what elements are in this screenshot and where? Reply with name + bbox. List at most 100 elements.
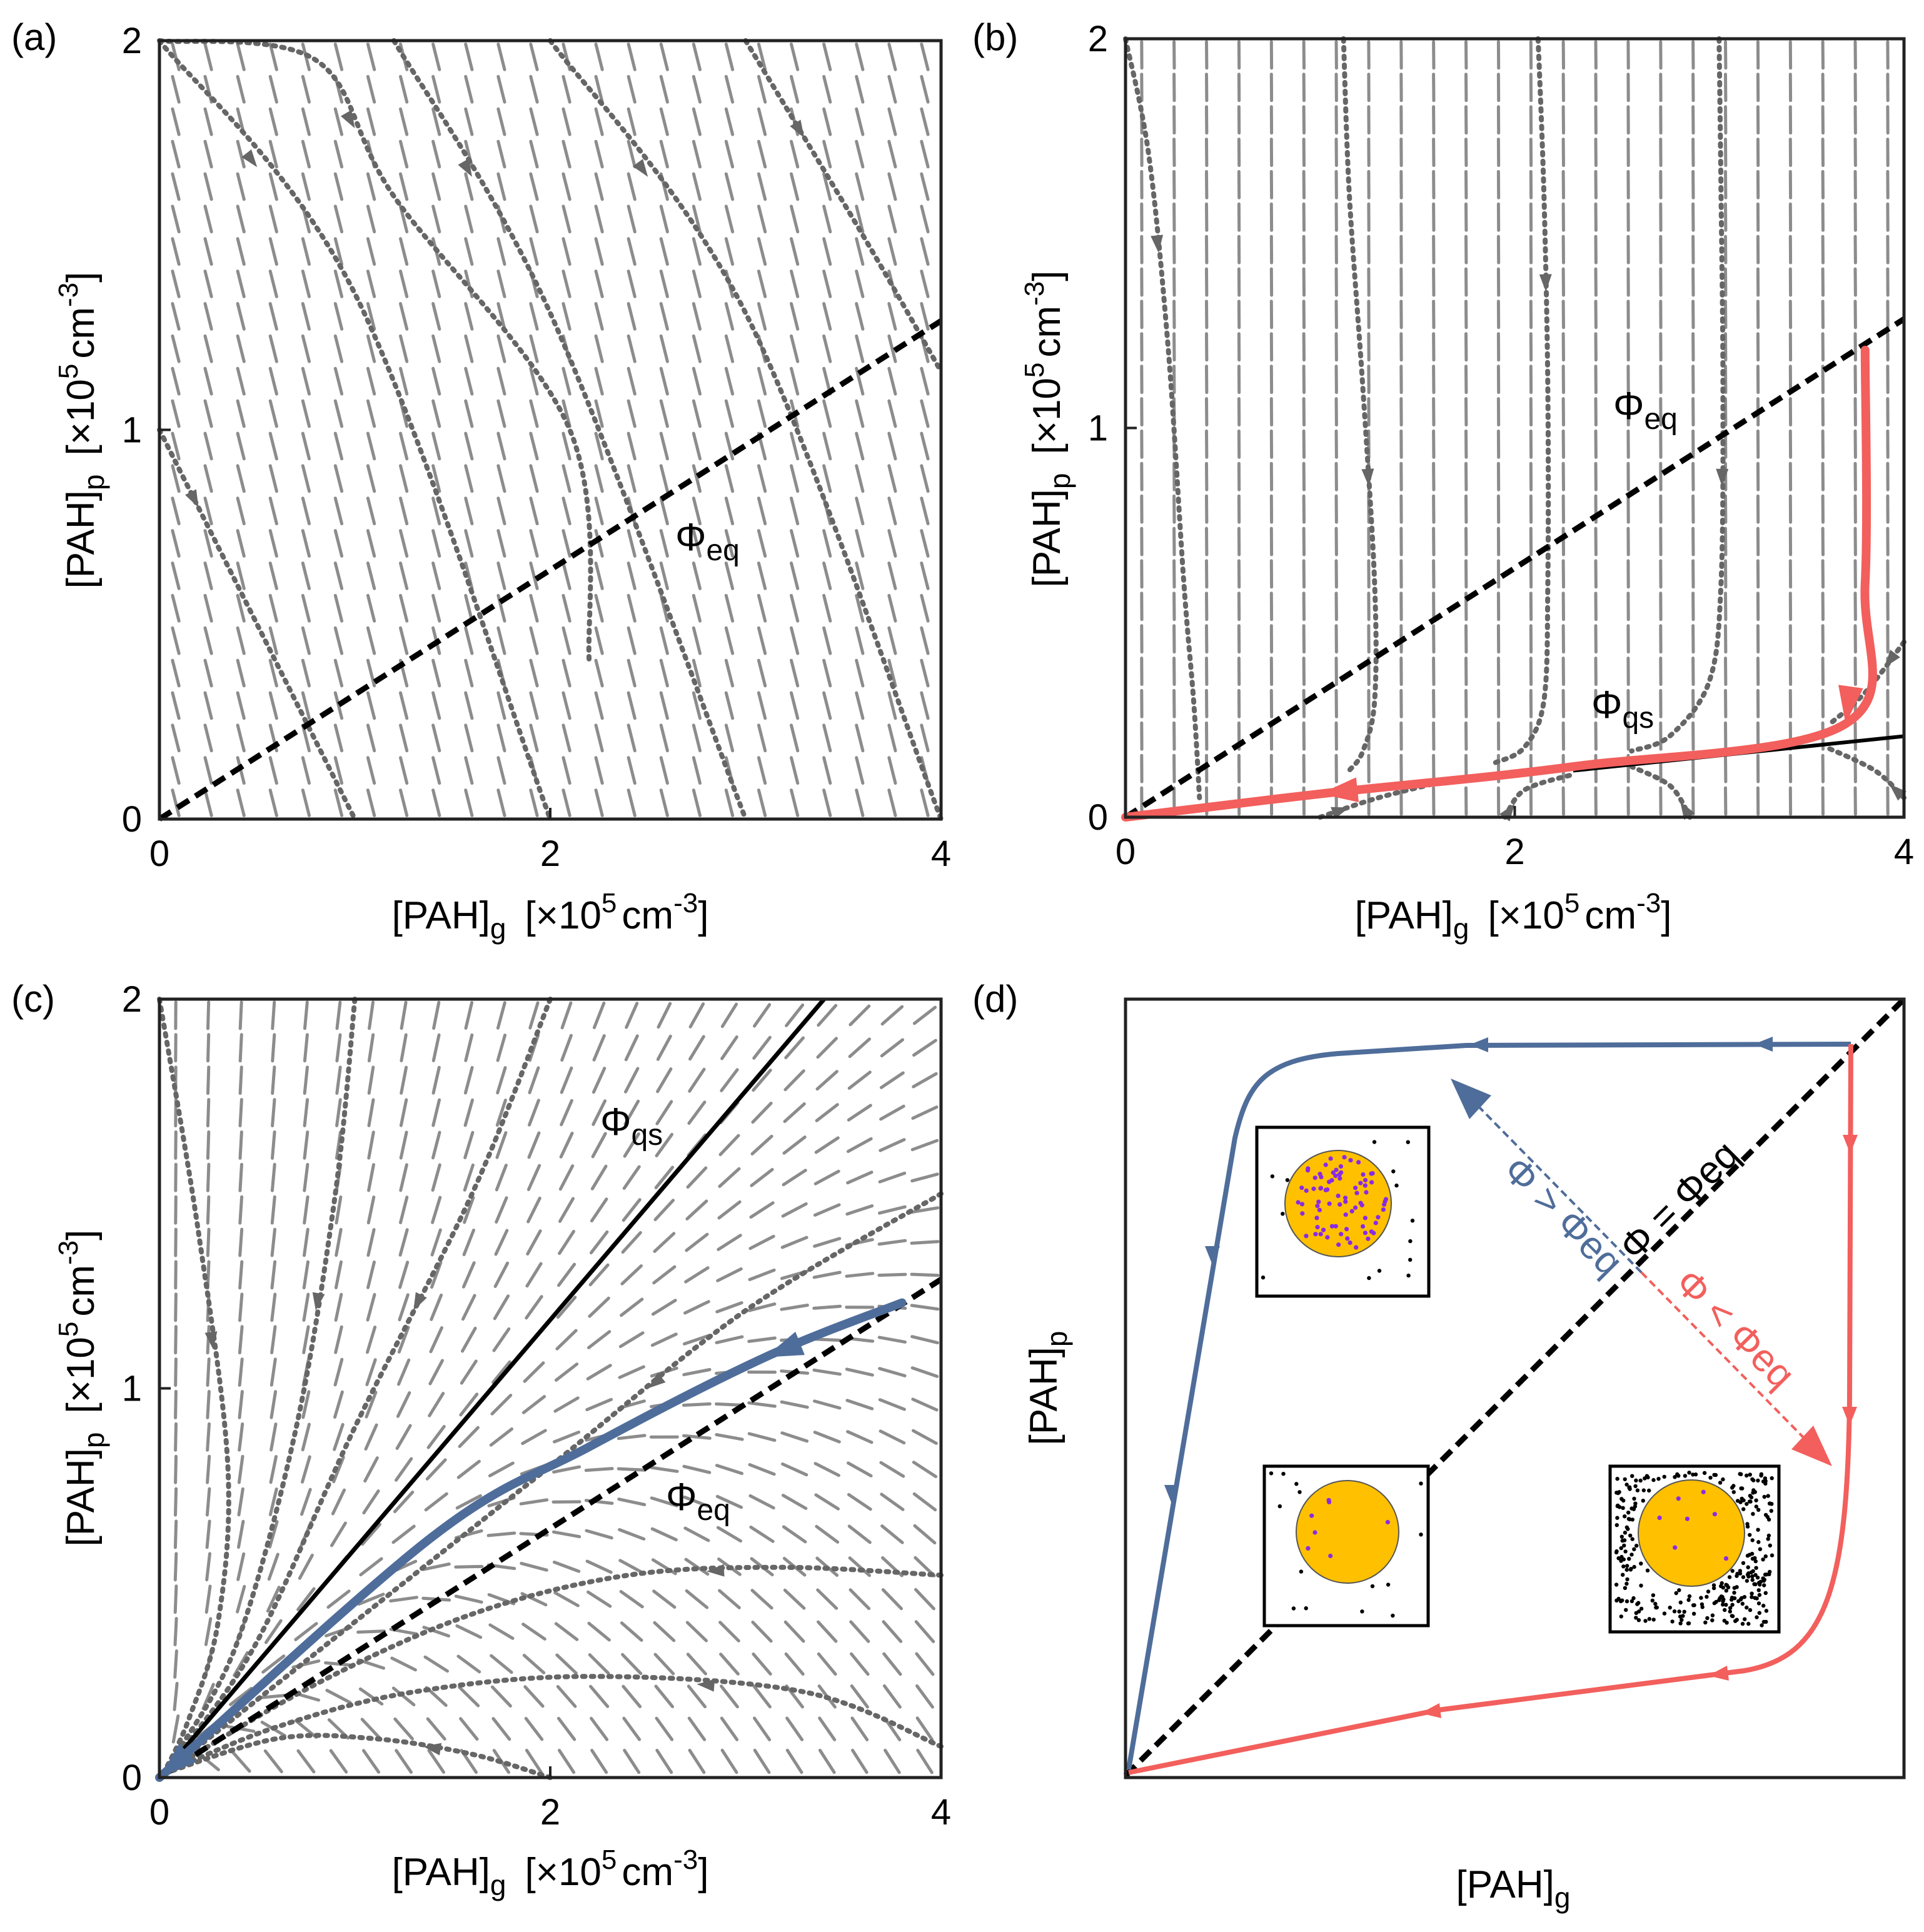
field-arrow bbox=[333, 1390, 344, 1419]
gas-molecule bbox=[1726, 1585, 1731, 1589]
field-arrow bbox=[399, 496, 409, 526]
field-arrow bbox=[622, 1684, 642, 1708]
field-arrow bbox=[463, 1195, 475, 1224]
field-arrow bbox=[715, 1301, 743, 1314]
gas-molecule bbox=[1753, 1582, 1758, 1587]
gas-molecule bbox=[1754, 1504, 1758, 1509]
panel-d-phi-eq-label: Φ = Φeq bbox=[1611, 1133, 1747, 1269]
field-arrow bbox=[301, 658, 311, 688]
field-arrow bbox=[399, 756, 409, 785]
field-arrow bbox=[554, 1622, 579, 1641]
field-arrow bbox=[301, 74, 311, 104]
field-arrow bbox=[203, 269, 213, 298]
field-arrow bbox=[431, 334, 441, 363]
field-arrow bbox=[562, 561, 572, 590]
field-arrow bbox=[757, 107, 767, 136]
field-arrow bbox=[747, 1401, 777, 1408]
inset-low-particle bbox=[1608, 1464, 1781, 1634]
gas-molecule bbox=[1750, 1591, 1754, 1596]
field-arrow bbox=[855, 658, 865, 688]
field-arrow bbox=[270, 1292, 277, 1322]
field-arrow bbox=[301, 107, 311, 136]
field-arrow bbox=[822, 431, 832, 461]
gas-molecule bbox=[1623, 1477, 1627, 1482]
field-arrow bbox=[399, 626, 409, 655]
field-arrow bbox=[562, 366, 572, 396]
field-arrow bbox=[399, 1163, 408, 1192]
gas-molecule bbox=[1753, 1556, 1757, 1561]
field-arrow bbox=[692, 269, 702, 298]
gas-molecule bbox=[1670, 1619, 1675, 1624]
field-arrow bbox=[399, 237, 409, 266]
gas-molecule bbox=[1762, 1583, 1766, 1587]
field-arrow bbox=[562, 756, 572, 785]
field-arrow bbox=[659, 496, 669, 526]
field-arrow bbox=[757, 593, 767, 623]
field-arrow bbox=[855, 107, 865, 136]
field-arrow bbox=[878, 1205, 907, 1215]
gas-molecule bbox=[1751, 1512, 1755, 1516]
field-arrow bbox=[782, 1169, 807, 1187]
particle-molecule bbox=[1359, 1202, 1364, 1208]
gas-molecule bbox=[1662, 1474, 1666, 1479]
field-arrow bbox=[430, 1293, 443, 1321]
field-arrow bbox=[399, 431, 409, 461]
field-arrow bbox=[594, 691, 604, 720]
field-arrow bbox=[855, 334, 865, 363]
gas-molecule bbox=[1680, 1618, 1684, 1623]
field-arrow bbox=[845, 1367, 874, 1377]
field-arrow bbox=[822, 302, 832, 331]
particle-molecule bbox=[1333, 1174, 1338, 1179]
gas-molecule bbox=[1761, 1619, 1766, 1624]
field-arrow bbox=[461, 1261, 476, 1289]
field-arrow bbox=[335, 1195, 343, 1225]
field-arrow bbox=[333, 43, 344, 71]
field-arrow bbox=[487, 1593, 516, 1606]
field-arrow bbox=[431, 139, 441, 169]
field-arrow bbox=[627, 658, 637, 688]
field-arrow bbox=[752, 1069, 772, 1092]
gas-molecule bbox=[1655, 1605, 1659, 1610]
field-arrow bbox=[692, 172, 702, 201]
field-arrow bbox=[594, 756, 604, 785]
field-arrow bbox=[683, 1526, 710, 1542]
particle-molecule bbox=[1327, 1179, 1332, 1184]
gas-molecule bbox=[1699, 1596, 1703, 1600]
gas-molecule bbox=[1740, 1486, 1745, 1491]
field-arrow bbox=[357, 1592, 385, 1606]
panel-d-red-dashed-arrow-line bbox=[1640, 1271, 1808, 1442]
field-arrow bbox=[627, 107, 637, 136]
field-arrow bbox=[751, 1102, 773, 1124]
flow-line bbox=[743, 38, 944, 375]
field-arrow bbox=[398, 1228, 409, 1257]
field-arrow bbox=[887, 107, 897, 136]
field-arrow bbox=[460, 1359, 478, 1385]
field-arrow bbox=[619, 1590, 644, 1609]
field-arrow bbox=[421, 1562, 451, 1571]
gas-molecule bbox=[1360, 1609, 1364, 1614]
field-arrow bbox=[171, 626, 181, 655]
field-arrow bbox=[301, 172, 311, 201]
field-arrow bbox=[429, 1326, 443, 1354]
field-arrow bbox=[258, 1693, 288, 1699]
field-arrow bbox=[300, 1487, 312, 1516]
field-arrow bbox=[594, 172, 604, 201]
field-arrow bbox=[238, 1098, 243, 1127]
panel-b-label: (b) bbox=[972, 16, 1018, 58]
panel-b-ticks: 0 2 4 0 1 2 bbox=[1088, 19, 1914, 872]
field-arrow bbox=[562, 172, 572, 201]
field-arrow bbox=[594, 593, 604, 623]
field-arrow bbox=[822, 561, 832, 590]
gas-molecule bbox=[1651, 1477, 1656, 1482]
field-arrow bbox=[173, 1584, 178, 1614]
field-arrow bbox=[206, 1000, 211, 1030]
gas-molecule bbox=[1617, 1505, 1622, 1509]
panel-c: (c) Φqs Φeq 0 2 4 0 1 2 [PAH]g [×105 cm-3] [PAH… bbox=[11, 978, 951, 1901]
x-tick-label: 4 bbox=[1894, 832, 1914, 872]
field-arrow bbox=[463, 1065, 474, 1095]
panel-d-label: (d) bbox=[972, 978, 1018, 1020]
field-arrow bbox=[750, 1589, 773, 1610]
field-arrow bbox=[659, 561, 669, 590]
field-arrow bbox=[822, 172, 832, 201]
